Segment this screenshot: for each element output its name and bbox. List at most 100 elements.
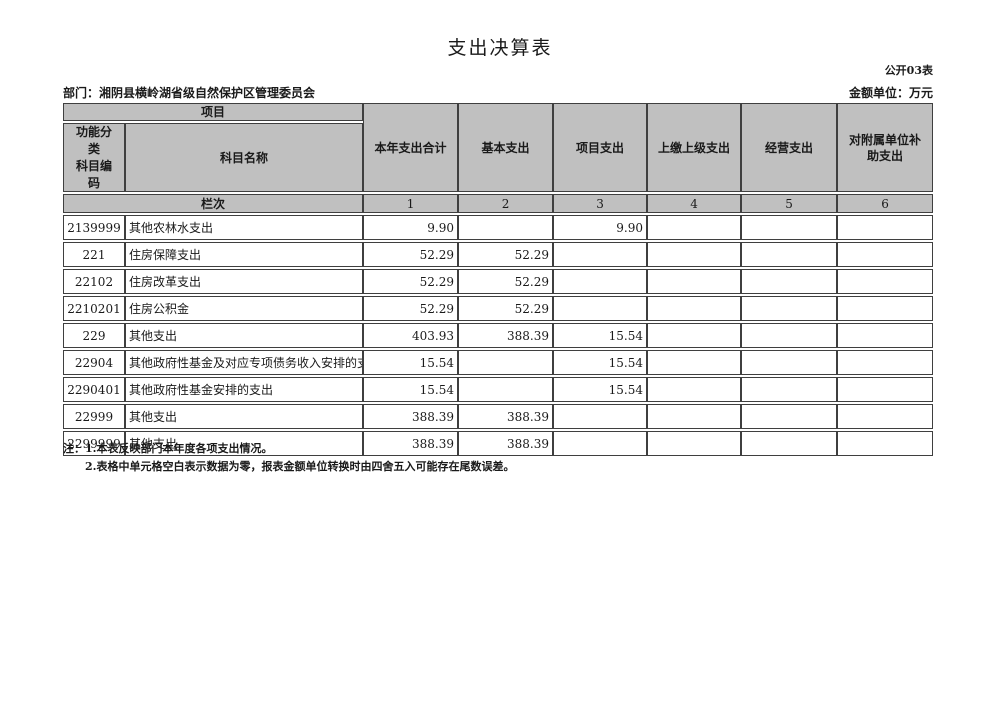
table-row: 2210201 住房公积金 52.29 52.29 [63,296,934,322]
value-total: 388.39 [363,404,459,430]
value-project [553,431,648,457]
amount-unit-label: 金额单位：万元 [848,86,933,100]
table-row: 22999 其他支出 388.39 388.39 [63,404,934,430]
value-total: 15.54 [363,350,459,376]
lanci-label: 栏次 [63,194,364,214]
header-subject-name: 科目名称 [125,123,364,193]
value-operating [741,350,838,376]
value-operating [741,296,838,322]
value-operating [741,215,838,241]
subject-code: 22102 [63,269,125,295]
subject-code: 2299999 [63,431,125,457]
value-basic: 388.39 [458,431,554,457]
value-total: 388.39 [363,431,459,457]
table-row: 2290401 其他政府性基金安排的支出 15.54 15.54 [63,377,934,403]
table-row: 221 住房保障支出 52.29 52.29 [63,242,934,268]
value-upper [647,242,742,268]
subject-name: 其他支出 [125,404,364,430]
value-project: 15.54 [553,323,648,349]
subject-name: 其他政府性基金安排的支出 [125,377,364,403]
header-function-code-line2: 科目编码 [75,158,112,190]
value-subsidy [837,269,934,295]
table-row: 22904 其他政府性基金及对应专项债务收入安排的支出 15.54 15.54 [63,350,934,376]
table-row: 2139999 其他农林水支出 9.90 9.90 [63,215,934,241]
value-total: 9.90 [363,215,459,241]
column-number-3: 3 [553,194,648,214]
header-col-upper: 上缴上级支出 [647,103,742,193]
value-operating [741,377,838,403]
footnote-line-1: 注：1.本表反映部门本年度各项支出情况。 [63,442,273,455]
subject-code: 221 [63,242,125,268]
column-number-1: 1 [363,194,459,214]
column-number-5: 5 [741,194,838,214]
value-total: 52.29 [363,296,459,322]
value-upper [647,431,742,457]
subject-name: 住房保障支出 [125,242,364,268]
page-title: 支出决算表 [447,37,553,59]
value-basic: 52.29 [458,269,554,295]
column-number-2: 2 [458,194,554,214]
value-project: 15.54 [553,377,648,403]
value-operating [741,269,838,295]
column-index-row: 栏次 1 2 3 4 5 6 [63,194,934,214]
subject-name: 住房改革支出 [125,269,364,295]
value-basic: 388.39 [458,404,554,430]
header-row-1: 项目 本年支出合计 基本支出 项目支出 上缴上级支出 经营支出 对附属单位补助支… [63,103,934,193]
value-subsidy [837,242,934,268]
value-upper [647,296,742,322]
value-operating [741,242,838,268]
subject-code: 229 [63,323,125,349]
value-subsidy [837,323,934,349]
value-total: 52.29 [363,269,459,295]
header-col-project: 项目支出 [553,103,648,193]
value-basic [458,377,554,403]
value-operating [741,431,838,457]
footnote-line-2: 2.表格中单元格空白表示数据为零，报表金额单位转换时由四舍五入可能存在尾数误差。 [85,460,515,474]
value-project: 9.90 [553,215,648,241]
subject-name: 其他农林水支出 [125,215,364,241]
value-project [553,404,648,430]
value-operating [741,404,838,430]
subject-name: 住房公积金 [125,296,364,322]
value-upper [647,215,742,241]
table-row: 229 其他支出 403.93 388.39 15.54 [63,323,934,349]
value-subsidy [837,350,934,376]
value-subsidy [837,296,934,322]
table-row: 2299999 其他支出 388.39 388.39 [63,431,934,457]
value-upper [647,377,742,403]
header-col-subsidy: 对附属单位补助支出 [837,103,934,193]
subject-name: 其他支出 [125,431,364,457]
value-basic [458,215,554,241]
value-project: 15.54 [553,350,648,376]
subject-code: 22999 [63,404,125,430]
value-total: 52.29 [363,242,459,268]
department-label: 部门：湘阴县横岭湖省级自然保护区管理委员会 [63,86,316,100]
footnotes: 注：1.本表反映部门本年度各项支出情况。 2.表格中单元格空白表示数据为零，报表… [63,440,933,476]
column-number-4: 4 [647,194,742,214]
subject-name: 其他政府性基金及对应专项债务收入安排的支出 [125,350,364,376]
column-number-6: 6 [837,194,934,214]
value-project [553,242,648,268]
expenditure-table: 项目 本年支出合计 基本支出 项目支出 上缴上级支出 经营支出 对附属单位补助支… [63,101,934,458]
subject-code: 2139999 [63,215,125,241]
table-row: 22102 住房改革支出 52.29 52.29 [63,269,934,295]
value-basic: 52.29 [458,296,554,322]
value-upper [647,404,742,430]
value-upper [647,323,742,349]
value-subsidy [837,404,934,430]
header-col-basic: 基本支出 [458,103,554,193]
header-col-total: 本年支出合计 [363,103,459,193]
value-operating [741,323,838,349]
value-upper [647,269,742,295]
value-basic [458,350,554,376]
value-upper [647,350,742,376]
header-row-2: 功能分类 科目编码 科目名称 [63,123,933,193]
header-project: 项目 [63,103,364,122]
value-subsidy [837,431,934,457]
header-function-code: 功能分类 科目编码 [63,123,125,193]
subject-code: 2210201 [63,296,125,322]
value-subsidy [837,215,934,241]
subject-code: 2290401 [63,377,125,403]
header-function-code-line1: 功能分类 [75,125,112,156]
